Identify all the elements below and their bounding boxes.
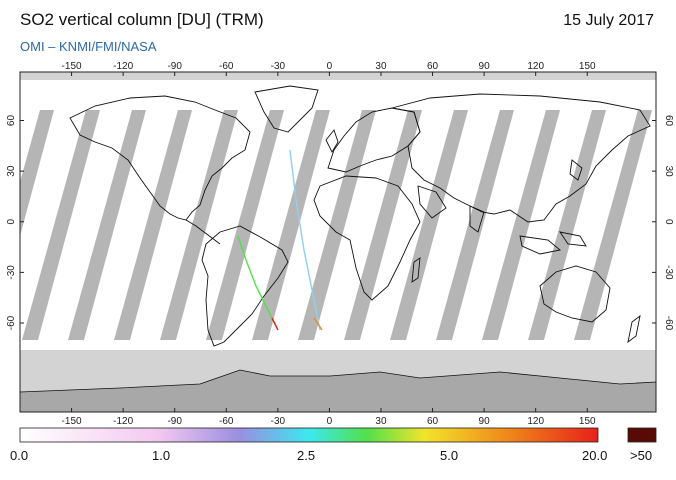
latitude-ticks-left: 60 30 0 -30 -60 bbox=[6, 115, 24, 330]
map-title: SO2 vertical column [DU] (TRM) bbox=[20, 10, 264, 29]
africa bbox=[313, 175, 421, 301]
lat-tick-left-3: -30 bbox=[6, 265, 17, 280]
lat-tick-left-2: 0 bbox=[6, 219, 17, 225]
longitude-ticks-bottom: -150 -120 -90 -60 -30 0 30 60 90 120 150 bbox=[62, 408, 596, 427]
lon-tick-top-8: 90 bbox=[479, 61, 491, 72]
overpass-gap-9 bbox=[390, 110, 468, 340]
so2-signals bbox=[237, 149, 323, 331]
asia bbox=[391, 93, 651, 223]
lon-tick-bottom-7: 60 bbox=[427, 416, 439, 427]
overpass-gap-1 bbox=[22, 110, 100, 340]
lat-tick-right-2: 0 bbox=[663, 219, 674, 225]
lon-tick-top-1: -120 bbox=[113, 61, 133, 72]
lon-tick-top-6: 30 bbox=[375, 61, 387, 72]
colorbar-label-4: 20.0 bbox=[582, 448, 608, 463]
lon-tick-bottom-10: 150 bbox=[579, 416, 596, 427]
lon-tick-top-10: 150 bbox=[579, 61, 596, 72]
colorbar-label-5: >50 bbox=[630, 448, 653, 463]
map-date: 15 July 2017 bbox=[563, 12, 654, 29]
so2-streak-atlantic-east bbox=[289, 149, 321, 331]
overpass-gap-11 bbox=[482, 110, 560, 340]
lat-tick-left-1: 30 bbox=[6, 165, 17, 177]
so2-streak-atlantic-west bbox=[237, 235, 277, 327]
antarctica bbox=[20, 369, 656, 412]
colorbar bbox=[19, 427, 599, 443]
overpass-gap-3 bbox=[114, 110, 192, 340]
lon-tick-bottom-9: 120 bbox=[527, 416, 544, 427]
colorbar-label-1: 1.0 bbox=[152, 448, 171, 463]
lon-tick-top-7: 60 bbox=[427, 61, 439, 72]
latitude-ticks-right: 60 30 0 -30 -60 bbox=[652, 115, 674, 331]
arabian-peninsula bbox=[417, 185, 447, 219]
so2-hotspot-east bbox=[313, 317, 323, 331]
lon-tick-bottom-3: -60 bbox=[219, 416, 234, 427]
lat-tick-right-4: -60 bbox=[663, 316, 674, 331]
lon-tick-top-2: -90 bbox=[167, 61, 182, 72]
lon-tick-top-4: -30 bbox=[271, 61, 286, 72]
lon-tick-bottom-1: -120 bbox=[113, 416, 133, 427]
colorbar-label-3: 5.0 bbox=[440, 448, 459, 463]
lon-tick-top-9: 120 bbox=[527, 61, 544, 72]
great-britain bbox=[325, 129, 339, 153]
overpass-gap-0 bbox=[20, 110, 54, 237]
overpass-gap-13 bbox=[574, 110, 652, 340]
longitude-ticks-top: -150 -120 -90 -60 -30 0 30 60 90 120 150 bbox=[62, 61, 596, 76]
lon-tick-bottom-4: -30 bbox=[271, 416, 286, 427]
lat-tick-right-3: -30 bbox=[663, 265, 674, 280]
lon-tick-bottom-2: -90 bbox=[167, 416, 182, 427]
overpass-gap-4 bbox=[160, 110, 238, 340]
lon-tick-bottom-5: 0 bbox=[327, 416, 333, 427]
lat-tick-right-1: 30 bbox=[663, 166, 674, 178]
overpass-gap-12 bbox=[528, 110, 606, 340]
map-frame bbox=[19, 71, 657, 413]
coastlines bbox=[69, 85, 651, 347]
india bbox=[469, 205, 485, 233]
north-america bbox=[69, 95, 251, 221]
overpass-swaths bbox=[20, 110, 652, 340]
colorbar-label-0: 0.0 bbox=[10, 448, 29, 463]
colorbar-label-2: 2.5 bbox=[297, 448, 316, 463]
lon-tick-top-0: -150 bbox=[62, 61, 82, 72]
lon-tick-bottom-6: 30 bbox=[375, 416, 387, 427]
lon-tick-bottom-8: 90 bbox=[479, 416, 491, 427]
greenland bbox=[254, 85, 319, 133]
overpass-gap-6 bbox=[252, 110, 330, 340]
central-america bbox=[185, 219, 221, 245]
lat-tick-left-0: 60 bbox=[6, 115, 17, 127]
overpass-gap-5 bbox=[206, 110, 284, 340]
overpass-gap-2 bbox=[68, 110, 146, 340]
madagascar bbox=[411, 257, 421, 283]
south-america bbox=[201, 225, 289, 347]
lat-tick-right-0: 60 bbox=[663, 115, 674, 127]
lon-tick-top-3: -60 bbox=[219, 61, 234, 72]
lat-tick-left-4: -60 bbox=[6, 315, 17, 330]
map-panel bbox=[20, 72, 656, 412]
data-source-credit: OMI – KNMI/FMI/NASA bbox=[20, 39, 157, 54]
southeast-asia-islands bbox=[519, 231, 587, 255]
lon-tick-bottom-0: -150 bbox=[62, 416, 82, 427]
arctic-no-data bbox=[20, 72, 656, 80]
colorbar-overflow-box bbox=[627, 427, 657, 443]
japan bbox=[569, 159, 583, 181]
overpass-gap-8 bbox=[344, 110, 422, 340]
overpass-gap-10 bbox=[436, 110, 514, 340]
lon-tick-top-5: 0 bbox=[327, 61, 333, 72]
australia bbox=[539, 265, 611, 323]
so2-hotspot-west bbox=[271, 317, 279, 331]
new-zealand bbox=[627, 314, 641, 344]
